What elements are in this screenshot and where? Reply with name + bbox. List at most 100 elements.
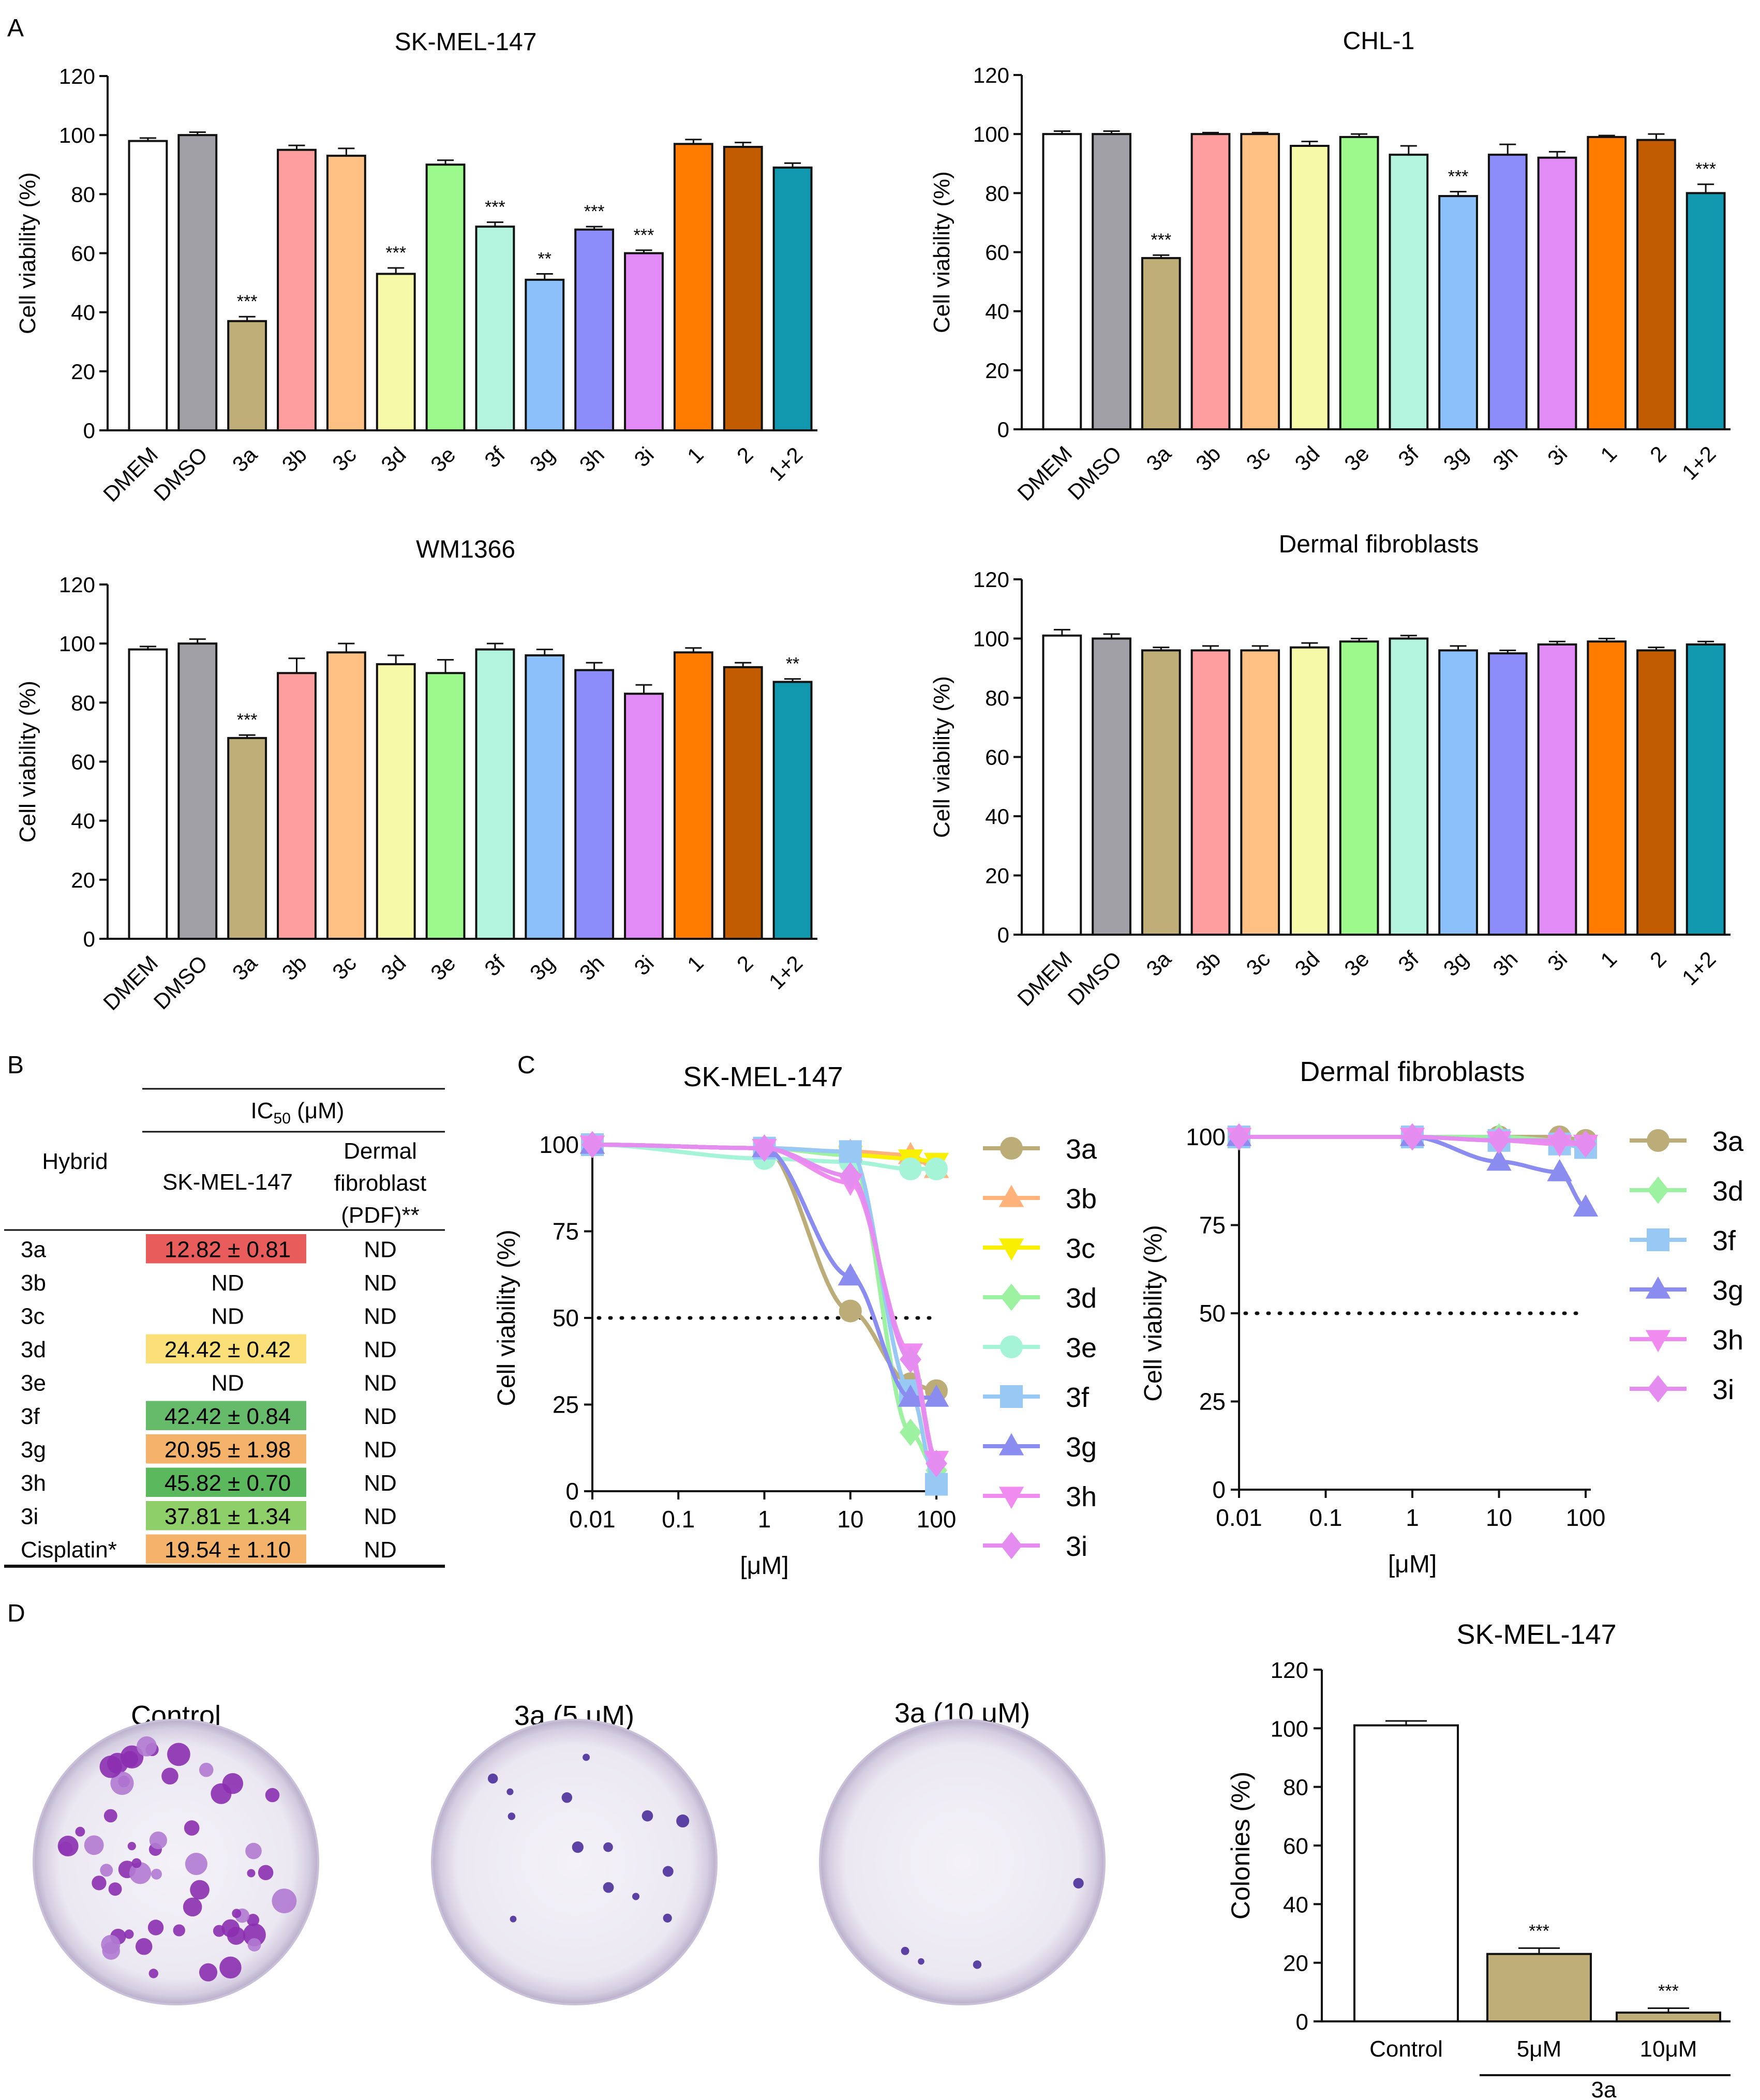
significance-label: ***	[584, 202, 605, 221]
colony	[161, 1767, 178, 1785]
x-tick-label-1: 1	[1595, 441, 1621, 467]
significance-label: ***	[1658, 1982, 1679, 2001]
colony-bar-chart: SK-MEL-147 0 20 40 60 80 100 120 Colonies (%) Con…	[1226, 1619, 1731, 2100]
x-tick-label-3b: 3b	[277, 951, 311, 985]
colony	[583, 1753, 590, 1761]
row-pdf-value: ND	[364, 1471, 397, 1496]
header-dermal-line: (PDF)**	[341, 1203, 420, 1228]
cell-highlight	[146, 1467, 306, 1497]
colony	[137, 1736, 157, 1757]
chart-title: CHL-1	[1343, 27, 1415, 55]
legend-marker-3a	[1000, 1137, 1023, 1160]
row-hybrid-3b: 3b	[21, 1270, 46, 1296]
x-tick-label-3g: 3g	[1439, 441, 1473, 475]
x-tick-label-1: 1	[682, 442, 708, 468]
y-tick-label: 40	[985, 299, 1009, 324]
y-tick-label: 40	[71, 301, 95, 325]
point-3g	[923, 1384, 949, 1407]
colony	[918, 1958, 924, 1965]
colony	[247, 1938, 261, 1952]
point-3d	[900, 1418, 921, 1446]
colony	[147, 1919, 164, 1936]
x-tick-label-3c: 3c	[1241, 947, 1275, 980]
point-3i	[839, 1162, 861, 1190]
x-tick-label-3h: 3h	[1488, 441, 1522, 475]
y-tick-label: 75	[1199, 1212, 1226, 1239]
y-tick-label: 40	[71, 809, 95, 833]
bar-chart-sk-mel-147: SK-MEL-147 0 20 40 60 80 100 120 Cell viability …	[15, 28, 817, 506]
point-3i	[753, 1134, 775, 1162]
legend-marker-3i	[1001, 1532, 1022, 1559]
row-sk-value: ND	[211, 1370, 244, 1396]
colony	[247, 1914, 260, 1927]
chart-title: SK-MEL-147	[395, 28, 537, 56]
bar-3i	[1537, 643, 1577, 936]
curve-3g	[592, 1143, 936, 1400]
bar-3e	[1339, 640, 1379, 936]
colony	[219, 1956, 242, 1979]
colony	[120, 1745, 144, 1769]
colony	[199, 1762, 214, 1777]
colony	[108, 1882, 122, 1896]
y-tick-label: 80	[71, 691, 95, 715]
y-tick-label: 0	[1212, 1476, 1226, 1503]
x-tick-label-3f: 3f	[1393, 441, 1423, 471]
row-sk-value: 37.81 ± 1.34	[165, 1504, 291, 1529]
colony	[510, 1915, 517, 1923]
colony	[199, 1963, 218, 1982]
point-3i	[1488, 1127, 1510, 1154]
y-tick-label: 100	[539, 1131, 579, 1158]
bar-dmem	[128, 140, 168, 432]
bar-3a	[227, 737, 267, 940]
bar-3h	[574, 669, 615, 940]
x-tick-label: 10	[837, 1506, 863, 1533]
bar-3c	[326, 651, 366, 940]
bar-dmso	[177, 134, 218, 431]
x-tick-label-3c: 3c	[327, 951, 361, 984]
bar-3c	[1240, 649, 1280, 936]
x-tick-label-3d: 3d	[1290, 947, 1324, 981]
bar-3e	[425, 672, 466, 940]
x-tick-label: 0.01	[1216, 1504, 1262, 1531]
row-hybrid-3i: 3i	[21, 1504, 38, 1529]
row-sk-value: 19.54 ± 1.10	[165, 1537, 291, 1563]
header-hybrid: Hybrid	[42, 1149, 108, 1174]
header-dermal-line: Dermal	[344, 1138, 417, 1164]
x-tick-label-3g: 3g	[525, 442, 559, 476]
significance-label: ***	[237, 710, 258, 730]
legend-label-3f: 3f	[1066, 1382, 1090, 1413]
colony	[211, 1783, 232, 1804]
y-axis-label: Colonies (%)	[1226, 1772, 1255, 1919]
panel-letter-c: C	[517, 1052, 535, 1079]
x-tick-label-3f: 3f	[480, 442, 510, 472]
colony	[973, 1960, 982, 1969]
x-tick-label-2: 2	[1645, 947, 1671, 972]
point-3g	[1486, 1148, 1512, 1171]
y-tick-label: 60	[985, 241, 1009, 265]
colony	[103, 1809, 117, 1823]
y-tick-label: 40	[1283, 1892, 1308, 1917]
point-3e	[899, 1157, 922, 1180]
y-tick-label: 40	[985, 804, 1009, 829]
bar-10-m	[1616, 2012, 1721, 2022]
x-tick-label-1-2: 1+2	[764, 951, 808, 994]
row-sk-value: 24.42 ± 0.42	[165, 1337, 291, 1362]
x-tick-label-control: Control	[1369, 2036, 1443, 2062]
y-tick-label: 60	[71, 242, 95, 266]
x-tick-label-3b: 3b	[1191, 441, 1225, 475]
x-tick-label-3e: 3e	[426, 442, 460, 476]
bar-3d	[376, 663, 416, 940]
cell-highlight	[146, 1501, 306, 1531]
legend-label-3h: 3h	[1712, 1325, 1743, 1356]
y-axis-label: Cell viability (%)	[1140, 1225, 1167, 1401]
bar-dmem	[1042, 634, 1082, 936]
y-tick-label: 120	[973, 63, 1009, 87]
row-sk-value: 45.82 ± 0.70	[165, 1471, 291, 1496]
bar-3g	[1438, 649, 1478, 936]
x-tick-label-3a: 3a	[1141, 441, 1176, 476]
y-tick-label: 120	[1271, 1658, 1308, 1683]
colony	[185, 1853, 207, 1876]
bar-3h	[1487, 154, 1528, 430]
y-tick-label: 50	[1199, 1300, 1226, 1327]
row-sk-value: ND	[211, 1303, 244, 1329]
